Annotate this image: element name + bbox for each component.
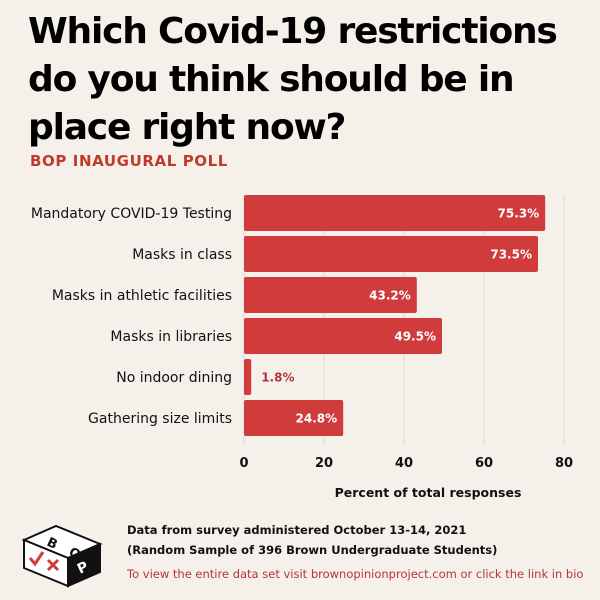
data-label: 24.8% [296,412,338,426]
x-tick-labels: 0 20 40 60 80 [239,456,573,471]
footer-source-line: Data from survey administered October 13… [127,523,467,537]
footer-sample-line: (Random Sample of 396 Brown Undergraduat… [127,543,498,557]
category-label: Masks in class [132,247,232,263]
bars [244,195,546,436]
bar-chart: Mandatory COVID-19 Testing Masks in class… [31,195,573,500]
chart-title: Which Covid-19 restrictions do you think… [28,11,558,148]
category-label: Gathering size limits [88,411,232,427]
bar [244,195,546,231]
data-label: 1.8% [261,371,294,385]
cross-icon [46,558,60,572]
data-label: 49.5% [394,330,436,344]
x-tick-label: 20 [315,456,333,471]
chart-subtitle: BOP INAUGURAL POLL [30,152,228,170]
category-labels: Mandatory COVID-19 Testing Masks in class… [31,206,232,427]
check-icon [28,551,45,567]
data-label: 75.3% [498,207,540,221]
x-tick-label: 60 [475,456,493,471]
value-labels: 75.3% 73.5% 43.2% 49.5% 1.8% 24.8% [261,207,539,426]
bar [244,277,417,313]
x-tick-label: 40 [395,456,413,471]
bar [244,359,252,395]
bar [244,400,344,436]
category-label: Masks in libraries [110,329,232,345]
category-label: Mandatory COVID-19 Testing [31,206,232,222]
footer-link-text: To view the entire data set visit browno… [127,567,584,581]
bar [244,236,538,272]
x-tick-label: 80 [555,456,573,471]
x-tick-label: 0 [239,456,248,471]
bop-logo: B O P [18,518,118,594]
x-axis-label: Percent of total responses [335,485,522,500]
bar [244,318,442,354]
data-label: 43.2% [369,289,411,303]
category-label: No indoor dining [116,370,232,386]
data-label: 73.5% [490,248,532,262]
category-label: Masks in athletic facilities [52,288,232,304]
